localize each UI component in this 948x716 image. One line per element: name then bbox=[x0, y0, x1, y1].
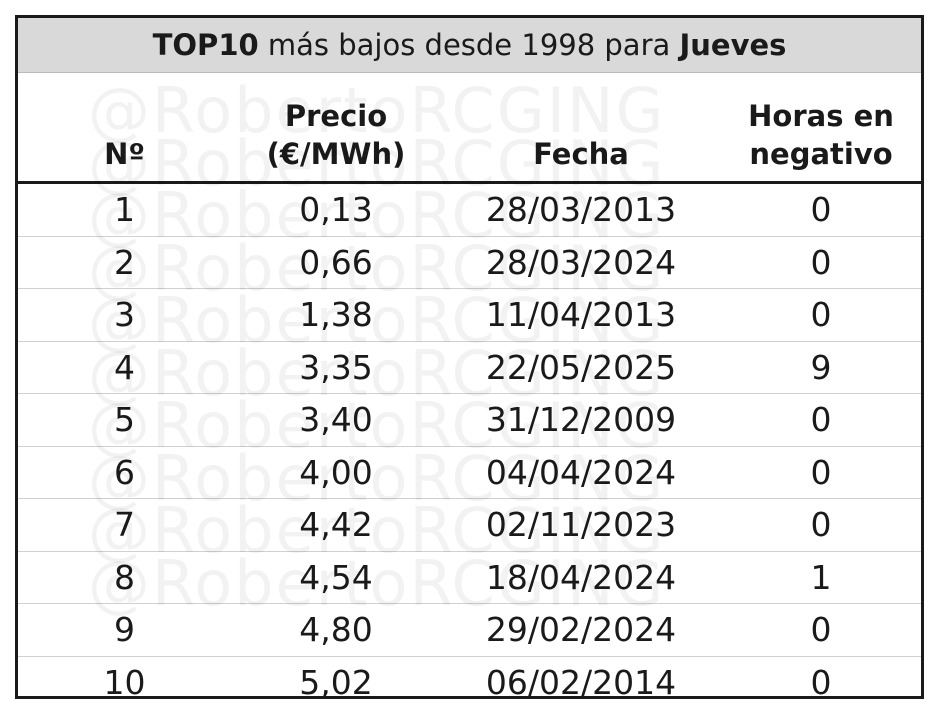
cell: 0 bbox=[721, 182, 921, 237]
data-row: 2 0,66 28/03/2024 0 bbox=[18, 236, 921, 289]
cell: 31/12/2009 bbox=[441, 393, 721, 447]
header-line: Horas en bbox=[748, 99, 894, 133]
cell: 11/04/2013 bbox=[441, 288, 721, 342]
data-row: 9 4,80 29/02/2024 0 bbox=[18, 603, 921, 657]
cell: 0,66 bbox=[231, 236, 441, 289]
cell: 6 bbox=[18, 446, 231, 499]
data-row: 5 3,40 31/12/2009 0 bbox=[18, 393, 921, 447]
header-cell: Horas en negativo bbox=[721, 72, 921, 184]
cell: 0 bbox=[721, 288, 921, 342]
cell: 3,35 bbox=[231, 341, 441, 394]
header-cell: Nº bbox=[18, 72, 231, 184]
cell: 0 bbox=[810, 662, 832, 699]
cell: 0,13 bbox=[231, 182, 441, 237]
cell: 0 bbox=[721, 393, 921, 447]
data-row: 10 5,02 06/02/2014 0 bbox=[18, 656, 921, 699]
data-row: 3 1,38 11/04/2013 0 bbox=[18, 288, 921, 342]
header-line: Nº bbox=[104, 137, 145, 171]
title-middle: más bajos desde 1998 para bbox=[267, 28, 671, 62]
cell: 18/04/2024 bbox=[441, 551, 721, 604]
cell: 04/04/2024 bbox=[441, 446, 721, 499]
cell: 0 bbox=[721, 498, 921, 552]
cell: 29/02/2024 bbox=[441, 603, 721, 657]
cell: 4,42 bbox=[231, 498, 441, 552]
cell: 1,38 bbox=[231, 288, 441, 342]
cell: 28/03/2013 bbox=[441, 182, 721, 237]
cell: 28/03/2024 bbox=[441, 236, 721, 289]
cell: 4,54 bbox=[231, 551, 441, 604]
data-row: 6 4,00 04/04/2024 0 bbox=[18, 446, 921, 499]
cell: 5 bbox=[18, 393, 231, 447]
cell: 4 bbox=[18, 341, 231, 394]
cell: 10 bbox=[103, 662, 146, 699]
cell: 1 bbox=[721, 551, 921, 604]
header-line: Fecha bbox=[533, 137, 629, 171]
cell: 5,02 bbox=[299, 662, 373, 699]
table: TOP10 más bajos desde 1998 para Jueves N… bbox=[18, 18, 921, 699]
cell: 22/05/2025 bbox=[441, 341, 721, 394]
cell: 8 bbox=[18, 551, 231, 604]
title-lead: TOP10 bbox=[152, 28, 259, 62]
table-frame: TOP10 más bajos desde 1998 para Jueves N… bbox=[15, 15, 924, 699]
cell: 0 bbox=[721, 236, 921, 289]
cell: 3,40 bbox=[231, 393, 441, 447]
title-day: Jueves bbox=[679, 28, 787, 62]
cell: 02/11/2023 bbox=[441, 498, 721, 552]
cell: 0 bbox=[721, 446, 921, 499]
header-line: (€/MWh) bbox=[266, 137, 406, 171]
title-row: TOP10 más bajos desde 1998 para Jueves bbox=[18, 18, 921, 73]
title: TOP10 más bajos desde 1998 para Jueves bbox=[18, 18, 921, 73]
cell: 3 bbox=[18, 288, 231, 342]
cell: 1 bbox=[18, 182, 231, 237]
data-row: 8 4,54 18/04/2024 1 bbox=[18, 551, 921, 604]
cell: 4,00 bbox=[231, 446, 441, 499]
header-line: negativo bbox=[749, 137, 893, 171]
data-row: 7 4,42 02/11/2023 0 bbox=[18, 498, 921, 552]
header-cell: Fecha bbox=[441, 72, 721, 184]
cell: 9 bbox=[721, 341, 921, 394]
data-row: 4 3,35 22/05/2025 9 bbox=[18, 341, 921, 394]
header-line: Precio bbox=[284, 99, 388, 133]
cell: 4,80 bbox=[231, 603, 441, 657]
data-row: 1 0,13 28/03/2013 0 bbox=[18, 182, 921, 237]
cell: 06/02/2014 bbox=[485, 662, 677, 699]
cell: 0 bbox=[721, 603, 921, 657]
cell: 7 bbox=[18, 498, 231, 552]
cell: 9 bbox=[18, 603, 231, 657]
cell: 2 bbox=[18, 236, 231, 289]
header-cell: Precio (€/MWh) bbox=[231, 72, 441, 184]
header-row: Nº Precio (€/MWh) Fecha Horas en negativo bbox=[18, 72, 921, 184]
